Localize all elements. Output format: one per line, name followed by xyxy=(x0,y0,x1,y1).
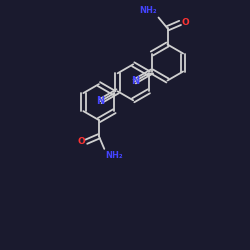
Text: N: N xyxy=(96,96,104,106)
Text: NH₂: NH₂ xyxy=(106,152,123,160)
Text: O: O xyxy=(77,137,85,146)
Text: N: N xyxy=(131,76,139,86)
Text: O: O xyxy=(181,18,189,28)
Text: NH₂: NH₂ xyxy=(140,6,157,15)
